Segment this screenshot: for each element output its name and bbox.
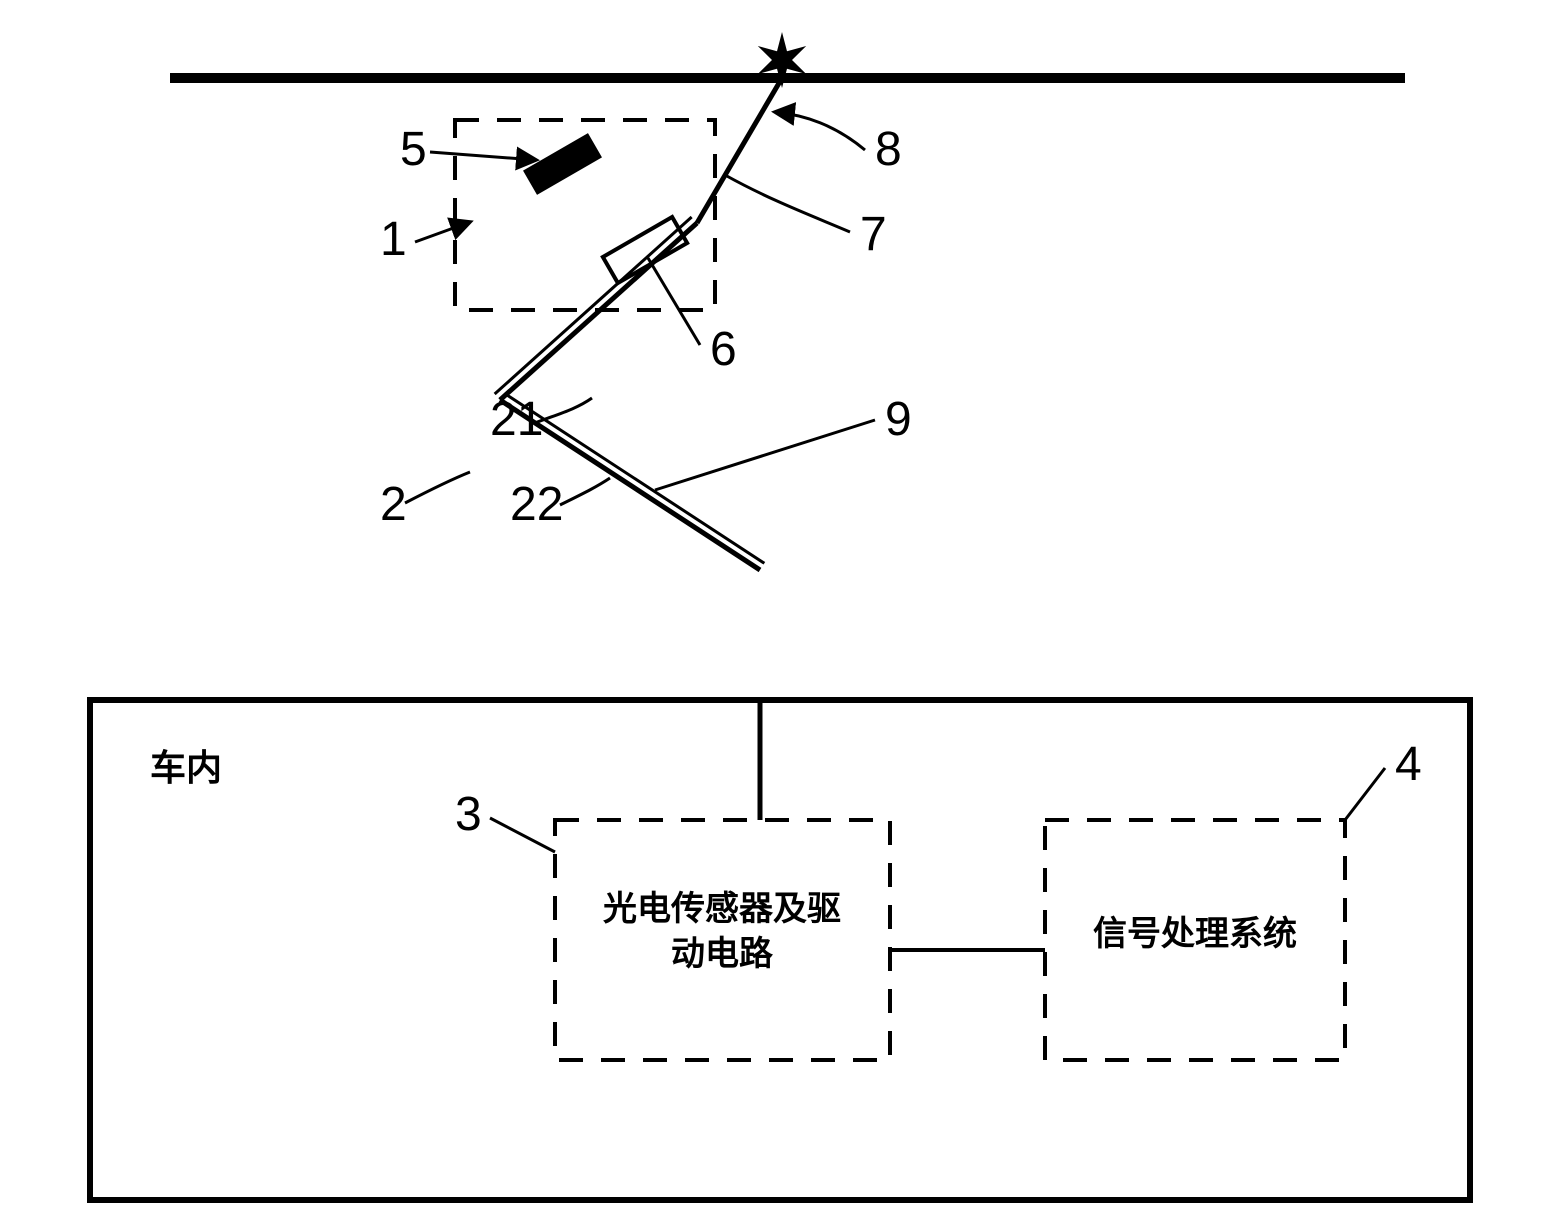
label-5: 5 [400, 123, 427, 176]
label-22: 22 [510, 478, 563, 531]
leader-4 [1345, 768, 1385, 820]
leader-8 [775, 112, 865, 150]
leader-21 [535, 398, 592, 423]
leader-9 [655, 420, 875, 490]
label-9: 9 [885, 393, 912, 446]
label-box3-line1: 光电传感器及驱 [603, 890, 841, 928]
label-2: 2 [380, 478, 407, 531]
label-car-interior: 车内 [150, 747, 222, 788]
leader-6 [648, 258, 700, 345]
leader-1 [415, 222, 470, 242]
label-7: 7 [860, 208, 887, 261]
label-3: 3 [455, 788, 482, 841]
contact-strip [697, 78, 782, 223]
leader-3 [490, 818, 555, 852]
label-box3-line2: 动电路 [671, 935, 774, 973]
label-1: 1 [380, 213, 407, 266]
part-6 [603, 217, 687, 283]
label-4: 4 [1395, 738, 1422, 791]
leader-5 [430, 152, 536, 160]
leader-2 [405, 472, 470, 503]
label-8: 8 [875, 123, 902, 176]
pantograph-upper-arm-inner [495, 217, 692, 394]
part-5 [523, 133, 602, 195]
label-box4-line1: 信号处理系统 [1093, 915, 1297, 953]
label-21: 21 [490, 393, 543, 446]
label-6: 6 [710, 323, 737, 376]
leader-22 [560, 478, 610, 505]
leader-7 [725, 175, 850, 232]
